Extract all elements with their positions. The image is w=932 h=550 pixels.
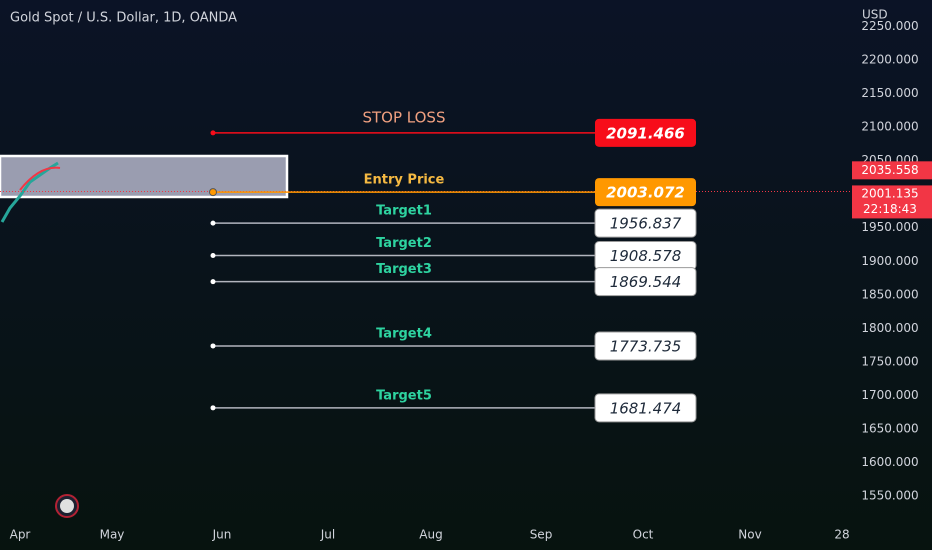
level-price: 1773.735	[610, 337, 682, 355]
curve	[19, 166, 61, 191]
time-tick-label: Sep	[530, 528, 553, 542]
level-price-box	[594, 208, 697, 238]
level-anchor	[209, 188, 217, 197]
price-tick-label: 2100.000	[861, 120, 918, 134]
level-label: Entry Price	[364, 173, 445, 188]
level-label: Target5	[376, 388, 432, 403]
price-tick-label: 1550.000	[861, 489, 918, 503]
level-anchor	[210, 405, 216, 411]
level-label: Target1	[376, 204, 432, 219]
level-anchor	[210, 220, 216, 226]
time-tick-label: 28	[834, 528, 849, 542]
level-price: 1956.837	[610, 215, 682, 233]
level-price: 1908.578	[610, 247, 682, 265]
price-tick-label: 1650.000	[861, 421, 918, 435]
level-price-box	[594, 267, 697, 297]
price-tick-label: 1600.000	[861, 455, 918, 469]
price-tick-label: 2150.000	[861, 86, 918, 100]
time-tick-label: Jun	[212, 528, 232, 542]
currency: USD	[862, 8, 888, 22]
high-price: 2035.558	[861, 163, 918, 177]
high-price-box	[852, 161, 932, 180]
time-tick-label: Jul	[320, 528, 335, 542]
level-label: Target4	[376, 326, 432, 341]
level-label: Target2	[376, 236, 432, 251]
entry-zone	[0, 154, 289, 199]
level-price-box	[595, 178, 696, 207]
flag-icon-inner	[60, 499, 74, 513]
price-tick-label: 2200.000	[861, 53, 918, 67]
level-price: 1681.474	[610, 399, 682, 417]
level-price-box	[595, 118, 696, 147]
level-price-box	[594, 393, 697, 423]
time-tick-label: May	[100, 528, 125, 542]
countdown: 22:18:43	[863, 202, 917, 216]
level-anchor	[210, 343, 216, 349]
level-price-box	[594, 331, 697, 361]
level-anchor	[210, 279, 216, 285]
time-tick-label: Apr	[10, 528, 31, 542]
time-tick-label: Aug	[419, 528, 442, 542]
price-tick-label: 1850.000	[861, 287, 918, 301]
level-price: 2091.466	[606, 124, 685, 142]
price-tick-label: 1700.000	[861, 388, 918, 402]
price-tick-label: 1750.000	[861, 354, 918, 368]
time-tick-label: Nov	[738, 528, 761, 542]
price-tick-label: 1800.000	[861, 321, 918, 335]
level-price: 1869.544	[610, 273, 682, 291]
price-tick-label: 1950.000	[861, 220, 918, 234]
symbol-title: Gold Spot / U.S. Dollar, 1D, OANDA	[10, 11, 237, 26]
level-price: 2003.072	[606, 184, 685, 202]
level-anchor	[210, 130, 216, 136]
last-price: 2001.135	[861, 186, 918, 200]
price-tick-label: 1900.000	[861, 254, 918, 268]
price-tick-label: 2250.000	[861, 19, 918, 33]
level-label: STOP LOSS	[363, 108, 446, 126]
level-anchor	[210, 252, 216, 258]
time-tick-label: Oct	[633, 528, 654, 542]
last-price-box	[852, 185, 932, 219]
level-label: Target3	[376, 262, 432, 277]
